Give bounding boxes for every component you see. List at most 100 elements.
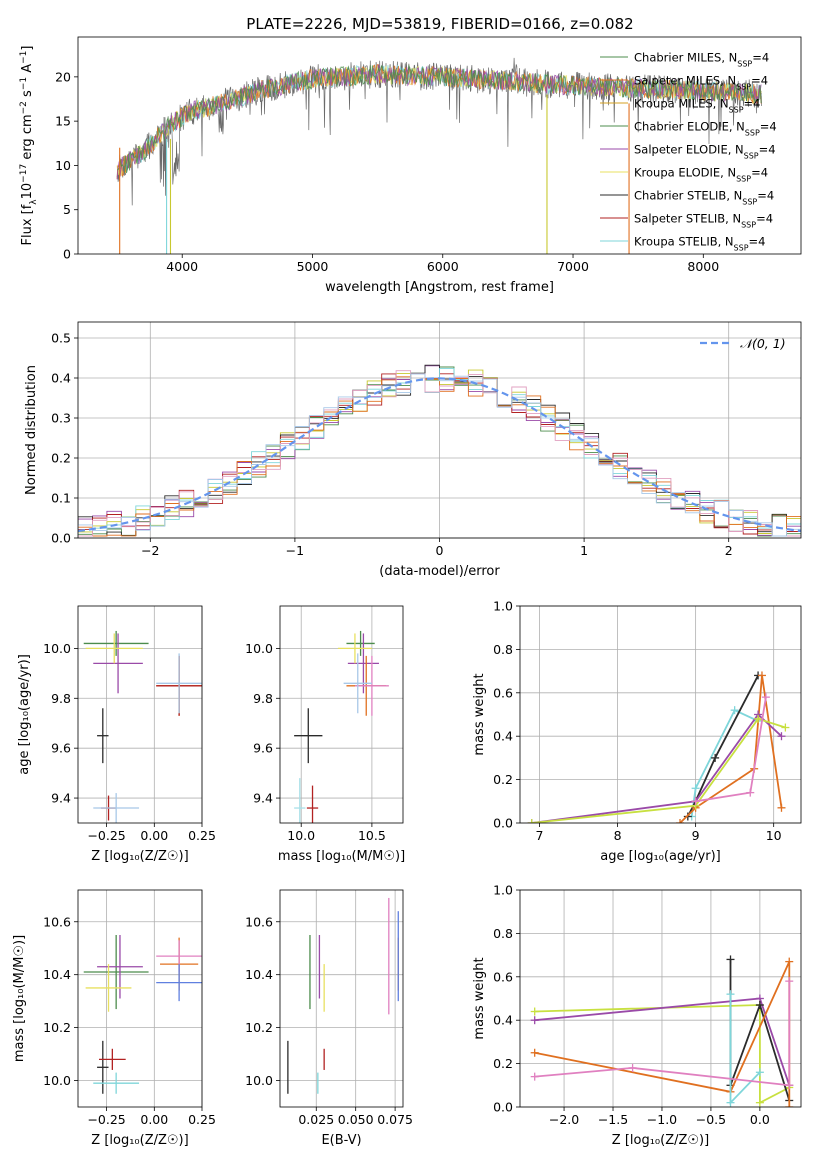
x-tick-label: 4000 [166, 259, 198, 274]
y-tick-label: 10.4 [43, 967, 71, 982]
y-tick-label: 10.6 [245, 914, 273, 929]
legend-label: Salpeter ELODIE, NSSP=4 [634, 143, 776, 161]
mass-vs-ebv-errorbars [287, 897, 399, 1094]
spectrum-frame [77, 36, 802, 255]
x-tick-label: 8000 [687, 259, 719, 274]
y-tick-label: 10.2 [245, 1020, 273, 1035]
y-tick-label: 0.4 [51, 371, 71, 386]
x-tick-label: −0.25 [87, 828, 125, 843]
legend-text: Chabrier ELODIE, N [634, 120, 745, 134]
legend-sub: SSP [736, 174, 751, 183]
x-tick-label: 2 [725, 543, 733, 558]
mass-weight-vs-age-series [527, 671, 790, 823]
legend-sub: SSP [737, 59, 752, 68]
label-part: −17 [19, 164, 29, 183]
legend-text: Kroupa STELIB, N [634, 235, 734, 249]
figure-title: PLATE=2226, MJD=53819, FIBERID=0166, z=0… [246, 15, 633, 33]
y-tick-label: 9.8 [51, 691, 71, 706]
legend-suffix: =4 [760, 120, 777, 134]
x-tick-label: 0.25 [188, 828, 216, 843]
x-axis-label: (data-model)/error [379, 564, 500, 579]
spectrum-lines [116, 57, 763, 254]
mass-weight-vs-Z-series [530, 955, 794, 1107]
y-tick-label: 9.6 [253, 741, 273, 756]
legend-sub: SSP [745, 128, 760, 137]
y-tick-label: 5 [63, 202, 71, 217]
y-tick-label: 0 [63, 247, 71, 262]
x-tick-label: 0.25 [188, 1112, 216, 1127]
x-axis-label: Z [log₁₀(Z/Z☉)] [91, 849, 188, 864]
age-vs-Z-axes: −0.25 0.00 0.25 9.4 9.6 9.8 10.0 Z [log₁₀(Z/Z☉)… [17, 606, 216, 864]
x-tick-label: 0.00 [140, 828, 168, 843]
legend-label: Kroupa STELIB, NSSP=4 [634, 235, 765, 253]
x-axis-label: age [log₁₀(age/yr)] [600, 849, 721, 864]
y-tick-label: 10.0 [245, 1073, 273, 1088]
x-tick-label: 6000 [427, 259, 459, 274]
y-tick-label: 10.0 [43, 641, 71, 656]
legend-sub: SSP [744, 151, 759, 160]
series-line [531, 717, 786, 823]
x-tick-label: 0.050 [338, 1112, 374, 1127]
legend-label: 𝒩(0, 1) [740, 336, 786, 351]
legend-sub: SSP [734, 243, 749, 252]
legend-sub: SSP [741, 220, 756, 229]
x-axis-label: Z [log₁₀(Z/Z☉)] [612, 1133, 709, 1148]
histogram-lines [78, 364, 801, 537]
y-tick-label: 9.4 [253, 791, 273, 806]
y-tick-label: 15 [55, 114, 71, 129]
label-part: A [20, 64, 35, 77]
legend-text: Chabrier STELIB, N [634, 189, 742, 203]
mass-vs-Z-errorbars [83, 934, 202, 1094]
mass-weight-vs-age-frame [519, 605, 802, 824]
x-tick-label: 0 [436, 543, 444, 558]
y-tick-label: 10.2 [43, 1020, 71, 1035]
y-tick-label: 10 [55, 158, 71, 173]
legend-suffix: =4 [757, 189, 774, 203]
y-tick-label: 10.6 [43, 914, 71, 929]
y-tick-label: 10.0 [245, 641, 273, 656]
y-tick-label: 9.6 [51, 741, 71, 756]
age-vs-Z-errorbars [83, 630, 202, 823]
legend-text: Kroupa MILES, N [634, 97, 729, 111]
y-axis-label: Normed distribution [24, 365, 39, 495]
y-tick-label: 9.4 [51, 791, 71, 806]
gaussian-curve [78, 377, 801, 533]
y-tick-label: 0.1 [51, 491, 71, 506]
label-part: λ [29, 199, 39, 205]
label-part: −2 [19, 101, 29, 114]
legend-label: Kroupa ELODIE, NSSP=4 [634, 166, 768, 184]
label-part: erg cm [20, 114, 35, 163]
spectrum-axes: 4000 5000 6000 7000 8000 0 5 10 15 20 wavelength [… [19, 46, 719, 296]
mass-weight-vs-Z-frame [519, 889, 802, 1108]
mass-vs-ebv-axes: 0.025 0.050 0.075 10.0 10.2 10.4 10.6 E(B-V) [245, 890, 413, 1148]
y-tick-label: 0.0 [493, 1100, 513, 1115]
residuals-axes: −2 −1 0 1 2 0.0 0.1 0.2 0.3 0.4 0.5 (data-model)/er… [24, 322, 801, 579]
label-part: 10 [20, 183, 35, 200]
legend-suffix: =4 [756, 212, 773, 226]
y-tick-label: 0.6 [493, 685, 513, 700]
legend-text: Salpeter ELODIE, N [634, 143, 744, 157]
series-line [729, 994, 761, 1105]
legend-text: Salpeter MILES, N [634, 74, 736, 88]
series-line [534, 981, 791, 1087]
mass-vs-Z-axes: −0.25 0.00 0.25 10.0 10.2 10.4 10.6 Z [log₁₀(Z/… [12, 890, 216, 1148]
legend-suffix: =4 [749, 235, 766, 249]
legend-label: Salpeter MILES, NSSP=4 [634, 74, 768, 92]
x-tick-label: 0.00 [140, 1112, 168, 1127]
x-tick-label: −2 [141, 543, 159, 558]
age-vs-mass-frame [279, 605, 404, 824]
legend-sub: SSP [729, 105, 744, 114]
legend-suffix: =4 [751, 166, 768, 180]
x-tick-label: 1 [580, 543, 588, 558]
x-axis-label: wavelength [Angstrom, rest frame] [325, 280, 554, 295]
x-tick-label: 7000 [557, 259, 589, 274]
mass-weight-vs-Z-axes: −2.0 −1.5 −1.0 −0.5 0.0 0.0 0.2 0.4 0.6 0.8 1.0 Z [… [472, 883, 801, 1148]
y-tick-label: 0.8 [493, 926, 513, 941]
y-axis-label: mass weight [472, 957, 487, 1039]
x-tick-label: 10.5 [358, 828, 386, 843]
legend-label: Chabrier STELIB, NSSP=4 [634, 189, 774, 207]
legend-label: Chabrier MILES, NSSP=4 [634, 51, 769, 69]
series-line [531, 713, 783, 823]
x-tick-label: 5000 [297, 259, 329, 274]
